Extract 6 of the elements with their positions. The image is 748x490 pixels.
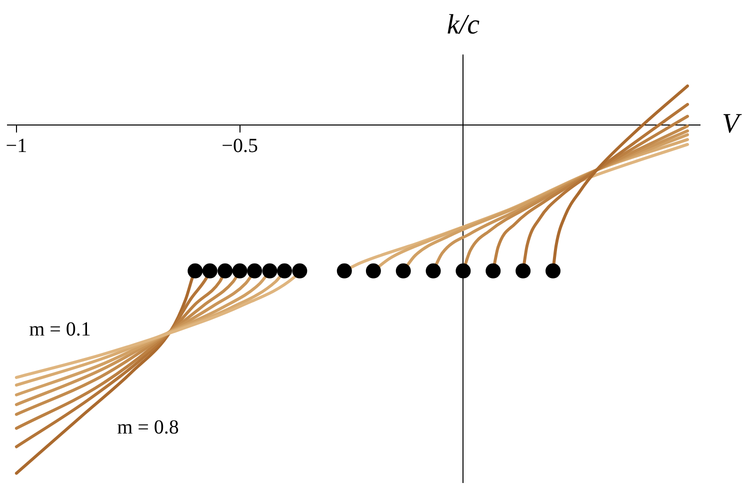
x-tick-label: −0.5 — [222, 135, 258, 158]
y-axis-title: k/c — [446, 9, 480, 40]
x-tick-label: −1 — [6, 135, 28, 158]
annotation: m = 0.8 — [117, 416, 179, 438]
annotation: m = 0.1 — [29, 318, 91, 340]
x-axis-title: V — [722, 108, 742, 140]
